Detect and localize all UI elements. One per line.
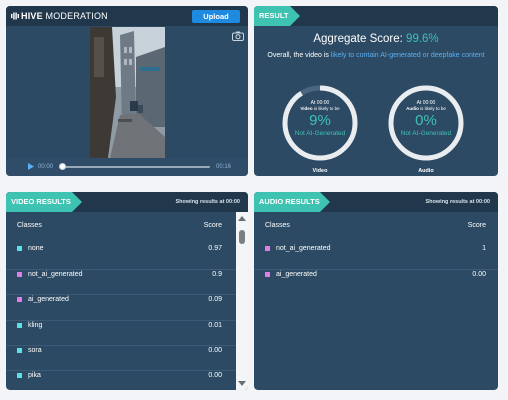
overall-highlight: likely to contain AI-generated or deepfa… (330, 52, 485, 59)
audio-gauge-likely: Audio is likely to be (406, 106, 446, 111)
class-color-swatch (17, 297, 22, 303)
class-name: not_ai_generated (276, 245, 331, 252)
video-gauge-label: Not AI-Generated (294, 130, 346, 137)
video-preview[interactable] (90, 27, 165, 158)
video-panel: HIVE MODERATION Upload (6, 6, 248, 176)
video-gauge-time: At 00:00 (310, 100, 330, 106)
audio-results-tab: AUDIO RESULTS (254, 192, 330, 212)
class-name: none (28, 245, 44, 252)
video-gauge-percent: 9% (309, 112, 331, 129)
score-column-header: Score (467, 222, 486, 229)
class-color-swatch (265, 246, 270, 251)
class-score: 0.9 (212, 271, 222, 279)
video-gauge: At 00:00 Video is likely to be 9% Not AI… (280, 83, 360, 174)
class-name: ai_generated (28, 296, 69, 304)
result-header: RESULT (254, 6, 498, 26)
audio-results-header: AUDIO RESULTS Showing results at 00:00 (254, 192, 498, 212)
table-row: none 0.97 (6, 244, 248, 269)
video-results-table-header: Classes Score (6, 222, 248, 236)
seek-handle[interactable] (59, 163, 66, 170)
video-results-showing: Showing results at 00:00 (175, 199, 241, 205)
classes-column-header: Classes (265, 222, 290, 229)
score-column-header: Score (203, 222, 222, 229)
table-row: kling 0.01 (6, 319, 248, 345)
audio-results-rows: not_ai_generated 1 ai_generated 0.00 (254, 244, 498, 294)
hive-logo-icon (11, 12, 19, 20)
class-name: pika (28, 371, 41, 379)
video-frame-image (90, 27, 165, 158)
brand-logo: HIVE MODERATION (11, 6, 108, 26)
class-score: 1 (482, 245, 486, 252)
class-score: 0.09 (208, 296, 222, 304)
aggregate-score: Aggregate Score: 99.6% (254, 33, 498, 45)
classes-column-header: Classes (17, 222, 42, 229)
video-results-scrollbar[interactable] (236, 212, 248, 390)
result-tab: RESULT (254, 6, 300, 26)
audio-gauge-percent: 0% (415, 112, 437, 129)
upload-button[interactable]: Upload (192, 10, 240, 23)
video-results-rows: none 0.97 not_ai_generated 0.9 ai_generated 0… (6, 244, 248, 390)
video-gauge-name: Video (312, 168, 328, 174)
class-name: ai_generated (276, 271, 317, 279)
class-score: 0.97 (208, 245, 222, 252)
app-header: HIVE MODERATION Upload (6, 6, 248, 26)
audio-gauge-ring (388, 85, 464, 161)
class-color-swatch (17, 347, 22, 353)
audio-results-table-header: Classes Score (254, 222, 498, 236)
class-score: 0.00 (472, 271, 486, 279)
class-color-swatch (17, 322, 22, 328)
video-results-tab: VIDEO RESULTS (6, 192, 82, 212)
result-panel: RESULT Aggregate Score: 99.6% Overall, t… (254, 6, 498, 176)
class-name: not_ai_generated (28, 271, 83, 279)
player-controls: 00:00 00:16 (6, 158, 248, 176)
overall-prefix: Overall, the video is (267, 52, 331, 59)
camera-icon[interactable] (232, 31, 244, 41)
class-score: 0.00 (208, 371, 222, 379)
duration-time: 00:16 (216, 164, 232, 170)
seek-bar[interactable] (59, 163, 210, 170)
table-row: pika 0.00 (6, 369, 248, 390)
scroll-thumb[interactable] (239, 230, 245, 244)
video-results-panel: VIDEO RESULTS Showing results at 00:00 C… (6, 192, 248, 390)
table-row: ai_generated 0.09 (6, 294, 248, 319)
class-name: sora (28, 346, 42, 354)
brand-name: HIVE (21, 11, 43, 21)
class-color-swatch (17, 272, 22, 278)
audio-gauge: At 00:00 Audio is likely to be 0% Not AI… (386, 83, 466, 174)
overall-summary: Overall, the video is likely to contain … (264, 51, 488, 61)
audio-gauge-time: At 00:00 (416, 100, 436, 106)
brand-subtitle: MODERATION (45, 11, 108, 21)
class-color-swatch (17, 246, 22, 251)
scroll-up-icon[interactable] (238, 216, 246, 221)
current-time: 00:00 (38, 164, 54, 170)
play-icon[interactable] (28, 163, 34, 170)
audio-gauge-label: Not AI-Generated (400, 130, 452, 137)
aggregate-value: 99.6% (406, 33, 439, 45)
video-gauge-ring (282, 85, 358, 161)
table-row: not_ai_generated 1 (254, 244, 498, 269)
class-name: kling (28, 321, 43, 329)
table-row: sora 0.00 (6, 344, 248, 370)
class-score: 0.01 (208, 321, 222, 329)
table-row: ai_generated 0.00 (254, 269, 498, 294)
class-color-swatch (265, 272, 270, 278)
scroll-down-icon[interactable] (238, 381, 246, 386)
video-gauge-likely: Video is likely to be (300, 106, 340, 111)
class-score: 0.00 (208, 346, 222, 354)
class-color-swatch (17, 372, 22, 378)
audio-gauge-name: Audio (418, 168, 434, 174)
audio-results-panel: AUDIO RESULTS Showing results at 00:00 C… (254, 192, 498, 390)
table-row: not_ai_generated 0.9 (6, 269, 248, 294)
aggregate-label: Aggregate Score: (313, 33, 403, 45)
audio-results-showing: Showing results at 00:00 (425, 199, 491, 205)
video-results-header: VIDEO RESULTS Showing results at 00:00 (6, 192, 248, 212)
